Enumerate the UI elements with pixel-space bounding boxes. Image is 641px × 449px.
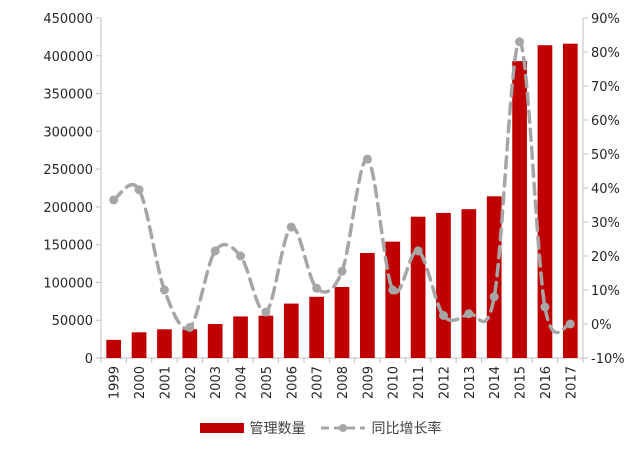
bar xyxy=(106,339,122,358)
growth-rate-point xyxy=(337,266,347,276)
left-tick-label: 100000 xyxy=(43,276,93,291)
right-tick-label: 40% xyxy=(591,182,620,197)
right-tick-label: 10% xyxy=(591,284,620,299)
bar xyxy=(283,303,299,358)
x-tick-label: 2017 xyxy=(564,366,579,399)
left-tick-label: 200000 xyxy=(43,201,93,216)
bar xyxy=(436,212,451,358)
growth-rate-point xyxy=(515,37,525,47)
right-tick-label: 50% xyxy=(591,148,620,163)
bar xyxy=(512,61,527,359)
x-tick-label: 2016 xyxy=(539,366,554,399)
legend-swatch-line xyxy=(320,424,365,432)
bar xyxy=(360,252,375,358)
left-tick-label: 350000 xyxy=(43,88,93,103)
left-tick-label: 450000 xyxy=(43,12,93,27)
x-tick-label: 2003 xyxy=(209,366,224,399)
growth-rate-point xyxy=(413,246,423,256)
right-tick-label: 80% xyxy=(591,46,620,61)
x-tick-label: 2011 xyxy=(412,366,427,399)
left-tick-label: 50000 xyxy=(52,314,93,329)
growth-rate-point xyxy=(565,319,575,329)
x-tick-label: 2015 xyxy=(514,366,529,399)
legend: 管理数量 同比增长率 xyxy=(0,418,641,438)
x-tick-label: 2006 xyxy=(285,366,300,399)
bar xyxy=(233,316,248,358)
right-tick-label: 90% xyxy=(591,12,620,27)
bar xyxy=(385,241,401,358)
x-tick-label: 2008 xyxy=(336,366,351,399)
right-tick-label: 20% xyxy=(591,250,620,265)
bar xyxy=(309,296,324,358)
right-tick-label: 70% xyxy=(591,80,620,95)
left-tick-label: 400000 xyxy=(43,50,93,65)
right-tick-label: 30% xyxy=(591,216,620,231)
x-tick-label: 2014 xyxy=(488,366,503,399)
x-tick-label: 2000 xyxy=(133,366,148,399)
bar xyxy=(157,329,172,358)
bar xyxy=(486,196,502,358)
growth-rate-point xyxy=(388,285,398,295)
x-tick-label: 2009 xyxy=(361,366,376,399)
growth-rate-point xyxy=(312,283,322,293)
right-tick-label: 0% xyxy=(591,318,612,333)
bar xyxy=(562,43,578,358)
left-tick-label: 0 xyxy=(85,352,93,367)
right-tick-label: -10% xyxy=(591,352,625,367)
growth-rate-point xyxy=(464,309,474,319)
bar xyxy=(461,209,477,358)
x-tick-label: 2005 xyxy=(260,366,275,399)
growth-rate-point xyxy=(185,322,195,332)
legend-label-bars: 管理数量 xyxy=(249,421,306,437)
x-tick-label: 2002 xyxy=(184,366,199,399)
growth-rate-point xyxy=(159,285,169,295)
growth-rate-point xyxy=(286,222,296,232)
x-tick-label: 2012 xyxy=(437,366,452,399)
legend-item-bars: 管理数量 xyxy=(199,418,306,438)
combo-chart: 0 50000 100000 150000 200000 250000 300000 3500… xyxy=(43,12,625,399)
left-tick-label: 250000 xyxy=(43,163,93,178)
bar xyxy=(334,286,350,358)
growth-rate-point xyxy=(362,154,372,164)
bar xyxy=(182,329,198,358)
legend-item-line: 同比增长率 xyxy=(320,418,442,438)
growth-rate-point xyxy=(236,251,246,261)
growth-rate-point xyxy=(134,185,144,195)
right-tick-label: 60% xyxy=(591,114,620,129)
growth-rate-point xyxy=(261,307,271,317)
left-tick-label: 150000 xyxy=(43,239,93,254)
bar xyxy=(131,332,147,358)
growth-rate-point xyxy=(540,302,550,312)
growth-rate-point xyxy=(210,246,220,256)
growth-rate-point xyxy=(438,311,448,320)
x-tick-label: 2007 xyxy=(311,366,326,399)
bar xyxy=(410,216,426,358)
growth-rate-point xyxy=(489,292,499,302)
legend-swatch-bars xyxy=(199,423,244,433)
x-tick-label: 2010 xyxy=(387,366,402,399)
legend-label-line: 同比增长率 xyxy=(371,421,442,437)
x-tick-label: 1999 xyxy=(108,366,123,399)
growth-rate-point xyxy=(109,195,119,205)
x-tick-label: 2001 xyxy=(158,366,173,399)
x-tick-label: 2004 xyxy=(235,366,250,399)
left-tick-label: 300000 xyxy=(43,125,93,140)
x-tick-label: 2013 xyxy=(463,366,478,399)
bar xyxy=(258,315,274,358)
bar xyxy=(207,324,223,358)
